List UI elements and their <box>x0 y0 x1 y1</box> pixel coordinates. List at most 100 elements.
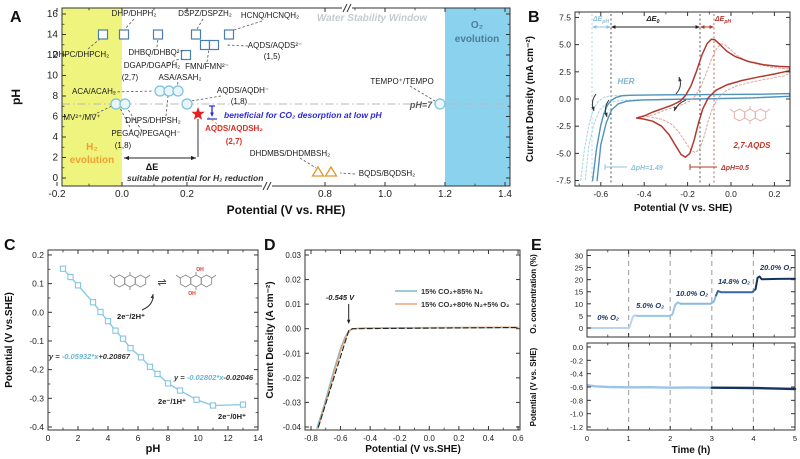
panel-a-label: A <box>10 9 22 26</box>
arrowhead <box>611 25 616 29</box>
axis-break <box>346 3 352 13</box>
annotation-label: HER <box>618 77 635 86</box>
annotation-label: ΔE0 <box>645 14 659 25</box>
annotation-label: -7.5 <box>556 176 571 186</box>
y-axis-label: Potential (V vs.SHE) <box>4 292 15 388</box>
molecule-ring <box>200 274 213 288</box>
data-point-square <box>154 370 161 378</box>
annotation-label: 0.00 <box>285 325 301 334</box>
arrowhead <box>150 294 154 299</box>
annotation-label: 0.0 <box>559 94 571 104</box>
annotation-label: 14 <box>47 30 59 41</box>
leader-line <box>176 81 179 88</box>
marker-square <box>190 29 202 40</box>
data-point-square <box>97 308 104 316</box>
arrowhead <box>606 25 611 29</box>
leader-line <box>167 57 183 64</box>
annotation-label: DHBQ/DHBQ²⁻ <box>128 48 183 57</box>
annotation-label: 4 <box>106 433 111 443</box>
o2-step-label: 10.0% O₂ <box>676 289 708 298</box>
annotation-label: -0.4 <box>363 434 377 443</box>
o2-step-label: 0% O₂ <box>597 313 619 322</box>
panel-d-label: D <box>264 237 276 254</box>
o2-step-label: 5.0% O₂ <box>636 301 664 310</box>
annotation-label: ACA/ACAH₂ <box>72 87 116 96</box>
annotation-label: 0 <box>52 173 58 184</box>
annotation-label: 5 <box>579 312 583 321</box>
annotation-label: 2 <box>76 433 81 443</box>
annotation-label: AQDS/AQDSH₂ <box>205 124 263 133</box>
marker-star <box>191 107 205 120</box>
annotation-label: PEGAQ/PEGAQH⁻ <box>111 129 180 138</box>
annotation-label: OH <box>196 267 204 273</box>
annotation-label: O₂ <box>471 20 483 31</box>
annotation-label: -0.3 <box>29 393 44 403</box>
y-axis-label: Current Density (mA cm⁻²) <box>525 36 536 162</box>
annotation-label: 25 <box>575 264 583 273</box>
annotation-label: 0.0 <box>115 189 129 200</box>
y-axis-label-bottom: Potential (V vs. SHE) <box>529 347 538 426</box>
annotation-label: (1,8) <box>231 97 248 106</box>
leader-line <box>299 157 317 169</box>
annotation-label: (1,5) <box>264 52 281 61</box>
data-point-square <box>59 265 67 272</box>
axis-break-mask <box>342 4 352 12</box>
molecule-ring <box>754 108 767 122</box>
marker-square <box>118 29 130 40</box>
arrowhead <box>709 25 714 29</box>
annotation-label: suitable potential for H₂ reduction <box>127 173 263 183</box>
annotation-label: ΔEpH <box>592 16 609 25</box>
line <box>211 274 217 279</box>
legend: 15% CO₂+85% N₂ 15% CO₂+80% N₂+5% O₂ <box>395 287 509 309</box>
x-axis-label: Potential (V vs. SHE) <box>634 203 732 214</box>
annotation-label: ΔpH=1.49 <box>630 165 663 172</box>
annotation-label: -1.2 <box>570 423 583 432</box>
leader-line <box>126 107 143 132</box>
leader-line <box>190 95 222 102</box>
annotation-label: 8 <box>166 433 171 443</box>
annotation-label: DSPZ/DSPZH₂ <box>178 9 232 18</box>
annotation-label: evolution <box>70 155 114 166</box>
arrowhead <box>591 106 595 111</box>
panel-a-chart: -0.2 0.0 0.2 0.8 1.0 1.2 1.4 0 2 4 6 8 10 12 14 16 DHP/D… <box>9 3 512 217</box>
annotation-label: -0.2 <box>570 356 583 365</box>
marker-circle <box>172 85 184 97</box>
annotation-label: 4 <box>751 434 755 443</box>
arrowhead <box>346 319 351 324</box>
annotation-label: -0.8 <box>570 396 583 405</box>
region-o2-evolution <box>445 8 510 186</box>
annotation-label: DHDMBS/DHDMBSH₂ <box>250 149 330 158</box>
annotation-label: 2 <box>668 434 672 443</box>
annotation-label: -1.0 <box>570 410 583 419</box>
annotation-label: pH=7 <box>409 100 433 110</box>
annotation-label: -0.8 <box>304 434 318 443</box>
y-axis-label: Current Density (A cm⁻²) <box>265 281 276 398</box>
o2-concentration-segment <box>754 275 796 291</box>
annotation-label: -0.6 <box>334 434 348 443</box>
annotation-label: 0.0 <box>424 434 436 443</box>
marker-circle <box>181 98 193 110</box>
data-point-square <box>89 299 97 306</box>
data-point-square <box>127 344 134 352</box>
annotation-label: 0.1 <box>32 279 44 289</box>
annotation-label: -0.1 <box>29 336 44 346</box>
annotation-label: 8 <box>52 91 58 102</box>
arrowhead <box>678 77 682 82</box>
annotation-label: DHPC/DHPCH₂ <box>53 50 109 59</box>
annotation-label: 1.0 <box>378 189 392 200</box>
leader-line <box>165 95 169 117</box>
marker-triangle <box>324 165 338 177</box>
marker-triangle <box>311 165 325 177</box>
panel-b-label: B <box>528 9 540 26</box>
annotation-label: 2e⁻/0H⁺ <box>218 412 246 421</box>
annotation-label: (2,7) <box>122 73 139 82</box>
leader-line <box>87 37 102 50</box>
annotation-label: -0.02 <box>283 374 302 383</box>
annotation-label: 2,7-AQDS <box>733 141 772 150</box>
annotation-label: 5 <box>793 434 797 443</box>
annotation-label: -0.2 <box>29 365 44 375</box>
region-h2-evolution <box>62 8 122 186</box>
panel-e-label: E <box>531 237 542 254</box>
